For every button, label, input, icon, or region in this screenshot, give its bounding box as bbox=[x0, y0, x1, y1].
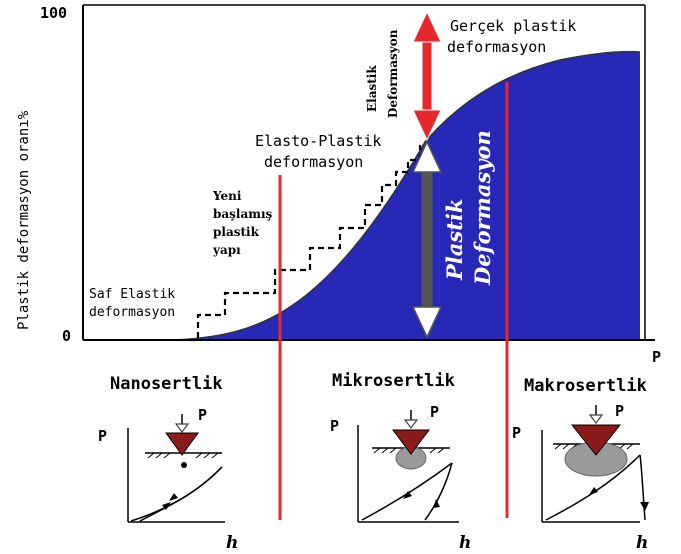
yeni-line-4: yapı bbox=[212, 243, 241, 257]
plastik-def-line-2: Deformasyon bbox=[470, 130, 495, 286]
elastik-line-1: Elastik bbox=[365, 65, 379, 112]
micro-x-label: h bbox=[459, 533, 471, 553]
y-top-label: 100 bbox=[40, 4, 67, 22]
gercek-line-2: deformasyon bbox=[447, 38, 546, 56]
micro-indenter bbox=[392, 429, 430, 455]
nano-load-label: P bbox=[198, 406, 207, 424]
title-macro: Makrosertlik bbox=[524, 376, 647, 396]
micro-inset: P h P bbox=[330, 403, 471, 553]
elastik-line-2: Deformasyon bbox=[386, 29, 400, 118]
yeni-line-1: Yeni bbox=[212, 189, 242, 203]
yeni-line-2: başlamış bbox=[213, 207, 273, 221]
plastic-double-arrow bbox=[411, 140, 443, 339]
nano-x-label: h bbox=[226, 533, 238, 553]
macro-load-label: P bbox=[615, 402, 624, 420]
title-micro: Mikrosertlik bbox=[332, 371, 455, 391]
real-plastic-curve bbox=[174, 50, 641, 341]
macro-inset: P h P bbox=[512, 402, 649, 553]
elasto-line-2: deformasyon bbox=[264, 153, 363, 171]
y-axis-label: Plastik deformasyon oranı% bbox=[16, 110, 32, 330]
nano-load-arrow bbox=[174, 423, 190, 433]
yeni-line-3: plastik bbox=[213, 225, 260, 239]
plastik-def-line-1: Plastik bbox=[442, 199, 467, 281]
nano-deformed-zone bbox=[181, 462, 187, 468]
title-nano: Nanosertlik bbox=[110, 374, 223, 394]
x-axis-label: P bbox=[652, 348, 661, 366]
macro-y-label: P bbox=[512, 424, 521, 442]
macro-load-arrow bbox=[588, 414, 604, 424]
plastic-area bbox=[175, 51, 640, 341]
elastic-double-arrow bbox=[412, 10, 442, 142]
nano-inset: P h P bbox=[98, 406, 238, 553]
gercek-line-1: Gerçek plastik bbox=[450, 17, 576, 35]
nano-indenter bbox=[165, 432, 199, 456]
dashed-staircase bbox=[190, 145, 422, 342]
saf-line-1: Saf Elastik bbox=[89, 287, 175, 302]
saf-line-2: deformasyon bbox=[89, 305, 175, 320]
macro-x-label: h bbox=[636, 533, 648, 553]
macro-indenter bbox=[570, 424, 622, 456]
y-bottom-label: 0 bbox=[62, 327, 71, 345]
micro-y-label: P bbox=[330, 417, 339, 435]
nano-y-label: P bbox=[98, 427, 107, 445]
elasto-line-1: Elasto-Plastik bbox=[255, 132, 381, 150]
micro-load-arrow bbox=[403, 419, 419, 429]
micro-load-label: P bbox=[430, 403, 439, 421]
